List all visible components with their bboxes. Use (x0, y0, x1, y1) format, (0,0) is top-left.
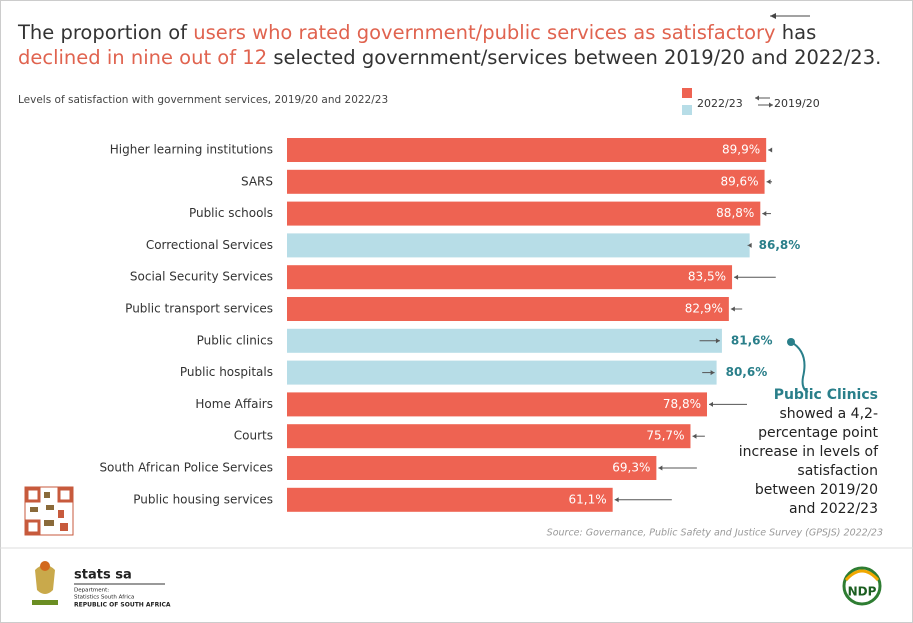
title-part: The proportion of (18, 21, 194, 44)
bar (287, 487, 613, 512)
value-label: 83,5% (688, 270, 726, 284)
title: The proportion of users who rated govern… (18, 20, 888, 70)
value-label: 78,8% (663, 397, 701, 411)
source: Source: Governance, Public Safety and Ju… (547, 528, 883, 539)
value-label: 86,8% (759, 238, 801, 252)
arrow-head (709, 401, 714, 407)
category-label: Correctional Services (146, 238, 273, 252)
arrow-head (747, 242, 752, 248)
arrow-head (730, 306, 735, 312)
bar (287, 297, 729, 321)
bar (287, 138, 767, 162)
legend-label: 2022/23 (697, 97, 743, 110)
org-name: stats sa (74, 568, 132, 583)
coat-of-arms (32, 561, 58, 605)
bar (287, 233, 750, 258)
bar (287, 201, 761, 226)
bar (287, 328, 722, 353)
category-label: Public housing services (133, 492, 273, 506)
bar (287, 265, 733, 290)
value-label: 75,7% (646, 429, 684, 443)
value-label: 89,9% (722, 143, 760, 157)
annotation-connector (790, 341, 809, 393)
category-label: Public transport services (125, 302, 273, 316)
qr-code (24, 486, 74, 536)
arrow-head (658, 465, 663, 471)
category-label: Public clinics (197, 333, 273, 347)
bar (287, 456, 657, 480)
category-label: South African Police Services (99, 461, 273, 475)
value-label: 61,1% (569, 492, 607, 506)
category-label: SARS (241, 174, 273, 188)
title-part: has (775, 21, 817, 44)
arrow-head (734, 274, 739, 280)
value-label: 81,6% (731, 333, 773, 347)
annotation-line: showed a 4,2- (780, 406, 878, 422)
arrow-head (762, 211, 767, 217)
title-part: users who rated government/public servic… (193, 21, 776, 44)
legend-arrow-head (769, 102, 773, 108)
annotation-line: and 2022/23 (789, 501, 878, 517)
arrow-head (715, 338, 720, 344)
decor-arrow-head (770, 13, 776, 19)
annotation-line: satisfaction (797, 463, 878, 479)
value-label: 88,8% (716, 206, 754, 220)
arrow-head (614, 497, 619, 503)
arrow-head (710, 370, 715, 376)
bar (287, 424, 691, 449)
legend-swatch (682, 88, 692, 98)
bar (287, 169, 765, 194)
category-label: Public schools (189, 206, 273, 220)
value-label: 80,6% (726, 365, 768, 379)
legend-swatch (682, 105, 692, 115)
title-part: selected government/services between 201… (267, 46, 882, 69)
category-label: Courts (234, 429, 273, 443)
value-label: 69,3% (612, 461, 650, 475)
arrow-head (692, 433, 697, 439)
legend-label: 2019/20 (774, 97, 820, 110)
category-label: Higher learning institutions (110, 143, 273, 157)
category-label: Public hospitals (180, 365, 273, 379)
category-label: Social Security Services (130, 270, 273, 284)
ndp-text: NDP (848, 585, 877, 599)
title-part: declined in nine out of 12 (18, 46, 268, 69)
bar (287, 360, 717, 385)
ndp-logo (842, 566, 882, 606)
dept-name: Statistics South Africa (74, 595, 134, 601)
dept: Department: (74, 588, 109, 594)
annotation-line: percentage point (758, 425, 878, 441)
arrow-head (768, 147, 773, 153)
annotation-line: between 2019/20 (755, 482, 878, 498)
value-label: 89,6% (720, 174, 758, 188)
bar (287, 392, 708, 417)
legend-arrow-head (755, 95, 759, 101)
category-label: Home Affairs (195, 397, 273, 411)
arrow-head (766, 179, 771, 185)
country: REPUBLIC OF SOUTH AFRICA (74, 602, 171, 609)
subtitle: Levels of satisfaction with government s… (18, 94, 388, 106)
annotation-line: Public Clinics (774, 387, 878, 403)
value-label: 82,9% (685, 302, 723, 316)
annotation-line: increase in levels of (739, 444, 879, 460)
